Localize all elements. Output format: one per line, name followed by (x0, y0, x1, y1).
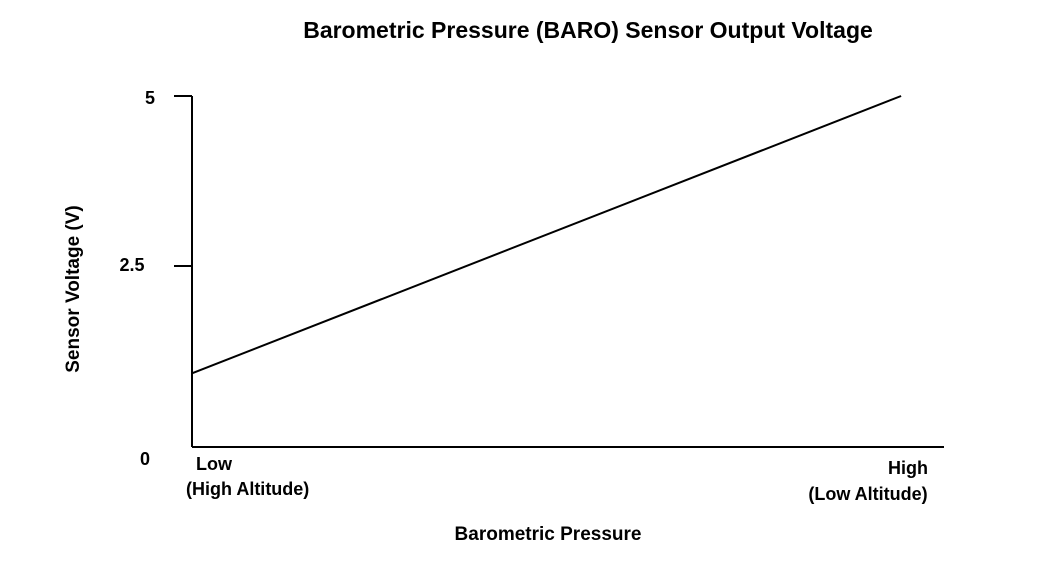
y-tick-label-5: 5 (145, 88, 155, 108)
chart-title: Barometric Pressure (BARO) Sensor Output… (303, 17, 873, 43)
x-axis-label: Barometric Pressure (455, 524, 642, 545)
x-tick-label-low-line1: Low (196, 454, 233, 474)
y-axis-label: Sensor Voltage (V) (63, 205, 84, 373)
series-line-0 (191, 95, 902, 375)
x-tick-label-low-line2: (High Altitude) (186, 479, 309, 499)
series-group (191, 95, 902, 375)
x-tick-label-high-line2: (Low Altitude) (808, 484, 927, 504)
x-tick-label-high-line1: High (888, 458, 928, 478)
y-tick-label-2-5: 2.5 (119, 255, 144, 275)
y-tick-label-0: 0 (140, 449, 150, 469)
